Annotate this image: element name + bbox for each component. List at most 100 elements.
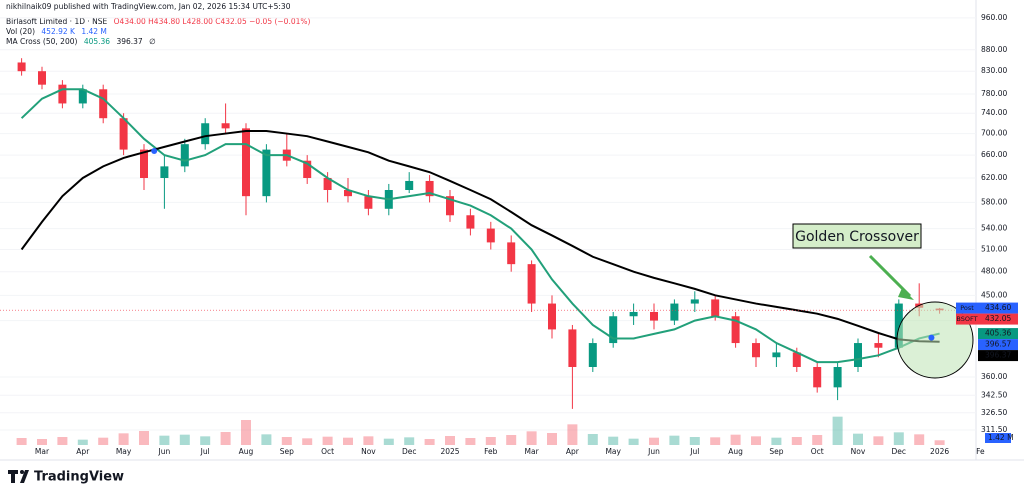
- volume-bar: [812, 435, 823, 445]
- candle-body: [38, 71, 46, 85]
- ma-line: [20, 88, 940, 364]
- candle-body: [813, 366, 822, 388]
- x-tick-label: Mar: [525, 447, 540, 456]
- x-tick-label: May: [605, 447, 621, 456]
- legend-ma: MA Cross (50, 200) 405.36 396.37 ∅: [6, 37, 156, 46]
- y-tick-label: 740.00: [981, 108, 1007, 117]
- y-tick-label: 342.50: [981, 390, 1007, 399]
- x-tick-label: 2025: [440, 447, 459, 456]
- x-tick-label: Aug: [728, 447, 743, 456]
- y-tick-label: 326.50: [981, 408, 1007, 417]
- candle-body: [180, 144, 189, 167]
- price-label: 405.36: [985, 329, 1011, 338]
- price-label: 432.05: [985, 314, 1011, 323]
- y-tick-label: 960.00: [981, 13, 1007, 22]
- cross-marker: [151, 147, 158, 154]
- volume-bar: [689, 437, 700, 445]
- volume-bar: [649, 437, 659, 445]
- candle-body: [446, 196, 454, 216]
- x-tick-label: Feb: [484, 447, 498, 456]
- y-tick-label: 620.00: [981, 173, 1007, 182]
- volume-bar: [445, 436, 455, 445]
- x-tick-label: Dec: [402, 447, 417, 456]
- y-tick-label: 360.00: [981, 372, 1007, 381]
- x-tick-label: Oct: [321, 447, 334, 456]
- vol-ma: 452.92 K: [41, 27, 76, 36]
- logo: TradingView: [8, 470, 124, 485]
- volume-bar: [914, 434, 925, 445]
- y-tick-label: 450.00: [981, 290, 1007, 299]
- volume-bar: [363, 436, 374, 445]
- x-tick-label: Aug: [239, 447, 254, 456]
- candle-body: [670, 303, 679, 321]
- volume-bar: [587, 434, 598, 445]
- candle-body: [752, 343, 760, 358]
- y-tick-label: 700.00: [981, 129, 1007, 138]
- volume-bar: [853, 433, 863, 445]
- volume-bar: [322, 436, 333, 445]
- candle-body: [874, 343, 883, 348]
- candle-body: [466, 215, 475, 229]
- vol-last-label: 1.42 M: [988, 433, 1014, 442]
- volume-bar: [343, 437, 353, 445]
- y-tick-label: 510.00: [981, 245, 1007, 254]
- price-label-box: [978, 339, 1018, 351]
- volume-bar: [893, 432, 904, 445]
- volume-bar: [526, 431, 537, 445]
- price-label: 396.57: [985, 340, 1011, 349]
- volume-bar: [547, 433, 557, 445]
- x-tick-label: May: [116, 447, 132, 456]
- candle-body: [772, 352, 781, 358]
- volume-bar: [628, 438, 639, 445]
- volume-bar: [730, 434, 741, 445]
- x-tick-label: Apr: [566, 447, 580, 456]
- volume-bar: [57, 437, 68, 445]
- candle-body: [242, 128, 250, 197]
- y-tick-label: 311.50: [981, 425, 1007, 434]
- candle-body: [894, 303, 903, 348]
- candle-body: [527, 264, 536, 304]
- candle-body: [731, 316, 740, 344]
- name-box: [956, 302, 978, 314]
- x-tick-label: Nov: [851, 447, 866, 456]
- volume-bar: [751, 436, 761, 445]
- price-label-box: [978, 328, 1018, 340]
- price-label-box: [978, 302, 1018, 314]
- ma-line: [20, 129, 940, 343]
- candle-body: [548, 303, 556, 330]
- x-tick-label: Sep: [769, 447, 783, 456]
- x-tick-label: Dec: [892, 447, 907, 456]
- volume-bar: [220, 432, 231, 445]
- candle-body: [140, 149, 148, 178]
- x-tick-label: Jun: [647, 447, 660, 456]
- cross-marker: [928, 334, 935, 341]
- candle-body: [650, 311, 658, 321]
- price-label: 396.37: [985, 351, 1011, 360]
- volume-bar: [485, 437, 496, 445]
- volume-bar: [791, 437, 802, 445]
- volume-bar: [179, 434, 190, 445]
- price-label-name: BSOFT: [956, 315, 977, 323]
- x-tick-label: Mar: [35, 447, 50, 456]
- candle-body: [711, 299, 720, 317]
- y-tick-label: 580.00: [981, 197, 1007, 206]
- volume-bar: [506, 435, 517, 445]
- volume-bar: [710, 437, 721, 445]
- volume-bar: [608, 436, 619, 445]
- volume-bar: [567, 424, 578, 445]
- y-tick-label: 480.00: [981, 267, 1007, 276]
- volume-bar: [302, 438, 313, 445]
- candle-body: [609, 316, 618, 344]
- price-label-name: Post: [960, 304, 974, 312]
- x-tick-label: Fe: [976, 447, 985, 456]
- volume-bar: [98, 437, 109, 445]
- brand: TradingView: [34, 470, 124, 485]
- volume-bar: [465, 438, 476, 445]
- volume-bar: [77, 439, 88, 445]
- candle-body: [364, 196, 373, 209]
- logo-mark: [8, 470, 18, 483]
- volume-bar: [37, 439, 47, 445]
- ohlc: O434.00 H434.80 L428.00 C432.05 −0.05 (−…: [114, 17, 311, 26]
- ma-fast: 405.36: [84, 37, 110, 46]
